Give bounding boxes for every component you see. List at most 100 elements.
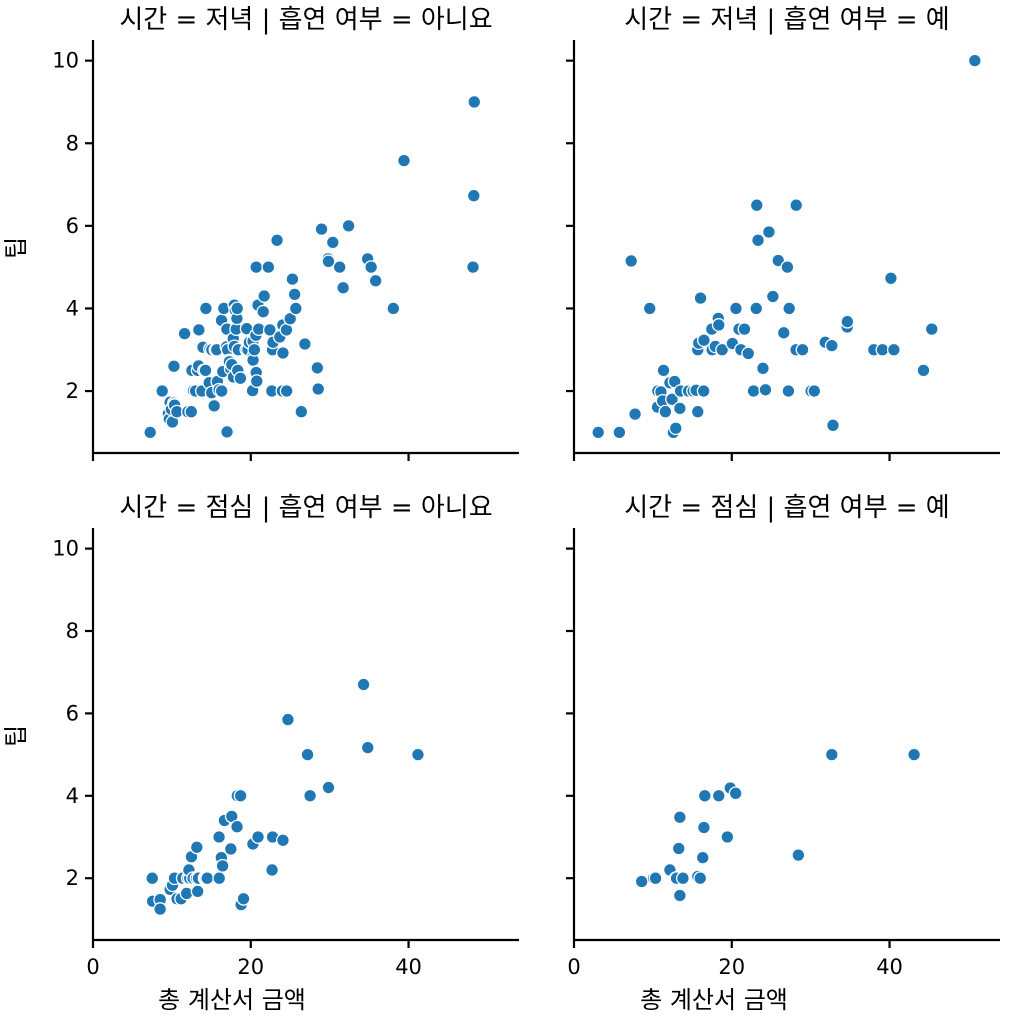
scatter-point [591, 425, 606, 440]
scatter-point [875, 342, 890, 357]
scatter-point [696, 384, 711, 399]
scatter-point [883, 271, 898, 286]
y-tick-label: 8 [66, 131, 79, 155]
y-tick-label: 4 [66, 784, 79, 808]
scatter-point [642, 301, 657, 316]
scatter-point [824, 747, 839, 762]
scatter-point [672, 401, 687, 416]
scatter-point [300, 747, 315, 762]
scatter-point [789, 198, 804, 213]
scatter-point [297, 337, 312, 351]
scatter-point [758, 382, 773, 397]
scatter-point [311, 382, 326, 396]
scatter-point [261, 260, 276, 275]
facet-title: 시간 = 점심 | 흡연 여부 = 아니요 [119, 493, 492, 523]
scatter-point [207, 398, 222, 413]
scatter-point [285, 272, 300, 287]
scatter-point [223, 841, 238, 856]
scatter-point [143, 425, 158, 440]
facet-panel-3: 시간 = 점심 | 흡연 여부 = 아니요 0 20 40 2 4 6 8 10 [52, 493, 519, 979]
facet-title: 시간 = 점심 | 흡연 여부 = 예 [624, 493, 949, 523]
scatter-point [410, 747, 425, 762]
scatter-point [360, 740, 375, 755]
scatter-point [696, 820, 711, 835]
scatter-point [265, 863, 280, 877]
scatter-point [634, 874, 649, 889]
y-tick-label: 10 [52, 49, 79, 73]
scatter-point [840, 314, 855, 329]
scatter-point [749, 198, 764, 213]
scatter-point [693, 871, 708, 886]
y-axis-label-bottom: 팁 [2, 725, 30, 747]
scatter-point [249, 374, 264, 389]
scatter-point [807, 384, 822, 399]
scatter-point [212, 871, 227, 886]
scatter-point [672, 888, 687, 903]
scatter-point [341, 218, 356, 233]
scatter-point [287, 287, 302, 302]
scatter-point [249, 260, 264, 275]
scatter-point [675, 871, 690, 886]
scatter-point [656, 363, 671, 378]
scatter-point [212, 830, 227, 844]
scatter-point [184, 404, 199, 419]
scatter-point [321, 780, 336, 795]
facet-title: 시간 = 저녁 | 흡연 여부 = 아니요 [119, 5, 492, 35]
scatter-point [886, 342, 901, 357]
scatter-point [746, 384, 761, 399]
scatter-point [155, 384, 170, 399]
scatter-point [715, 342, 730, 357]
scatter-point [198, 301, 213, 316]
scatter-point [280, 712, 295, 727]
x-tick-label: 0 [86, 955, 99, 979]
scatter-point [336, 280, 351, 295]
scatter-point [386, 301, 401, 316]
scatter-point [325, 235, 340, 250]
scatter-point [466, 260, 480, 275]
scatter-point [658, 404, 673, 419]
scatter-point [466, 188, 481, 203]
x-tick-label: 20 [237, 955, 264, 979]
facet-panel-2: 시간 = 저녁 | 흡연 여부 = 예 [566, 5, 1000, 461]
scatter-point [711, 318, 726, 332]
scatter-point [236, 891, 251, 906]
facet-panel-4: 시간 = 점심 | 흡연 여부 = 예 0 20 40 [566, 493, 1000, 979]
scatter-point [279, 384, 294, 399]
scatter-point [368, 273, 383, 288]
scatter-point [612, 425, 627, 440]
x-tick-label: 0 [567, 955, 580, 979]
scatter-point [190, 884, 205, 899]
scatter-point [189, 840, 204, 855]
scatter-point [697, 788, 712, 803]
scatter-point [780, 260, 795, 275]
scatter-point [916, 363, 931, 378]
scatter-point [332, 260, 347, 275]
scatter-point [191, 322, 206, 337]
scatter-point [214, 384, 229, 399]
scatter-point [145, 871, 160, 886]
scatter-point [924, 322, 939, 337]
scatter-point [624, 254, 639, 268]
x-axis-label-left: 총 계산서 금액 [158, 986, 306, 1014]
scatter-point [696, 333, 711, 348]
scatter-point [628, 407, 643, 422]
scatter-point [303, 788, 318, 803]
scatter-point [907, 747, 922, 762]
scatter-point [967, 53, 982, 68]
scatter-point [467, 94, 482, 109]
scatter-point [690, 404, 705, 419]
scatter-point [200, 871, 215, 886]
scatter-point [153, 902, 168, 917]
scatter-point [729, 301, 743, 316]
scatter-point [257, 289, 272, 304]
scatter-point [356, 677, 371, 692]
y-tick-label: 8 [66, 619, 79, 643]
scatter-point [665, 392, 680, 407]
scatter-point [215, 858, 230, 873]
scatter-point [695, 850, 710, 865]
scatter-point [693, 291, 708, 306]
scatter-point [791, 848, 806, 863]
y-axis-label-top: 팁 [2, 237, 30, 259]
scatter-point [776, 325, 791, 340]
